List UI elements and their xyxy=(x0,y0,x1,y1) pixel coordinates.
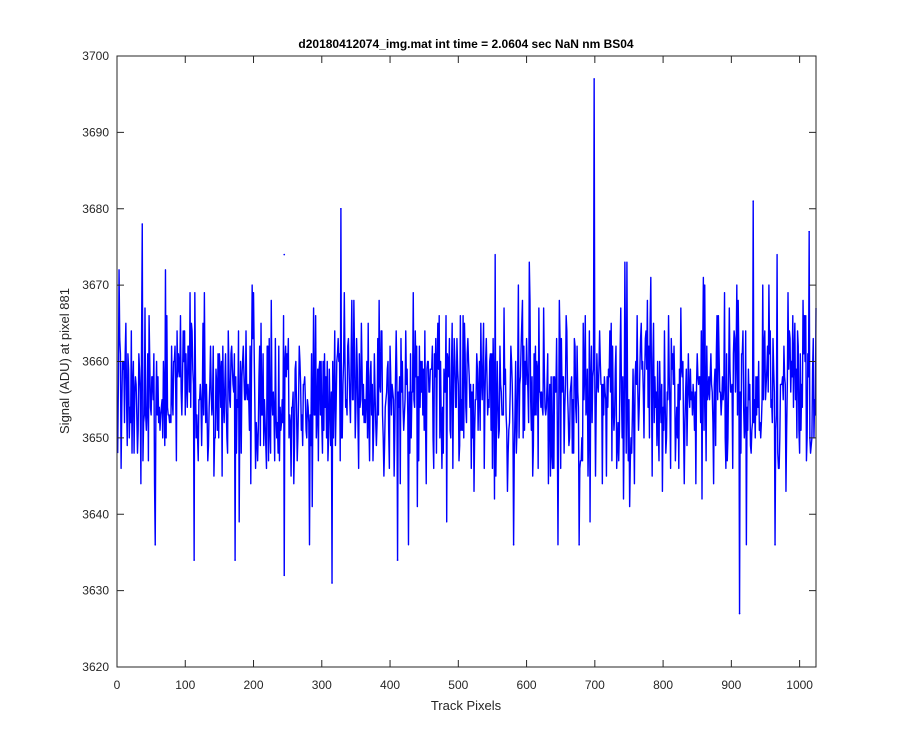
y-tick-label: 3670 xyxy=(82,278,109,292)
data-point-extreme xyxy=(331,582,333,584)
y-tick-label: 3640 xyxy=(82,507,109,521)
x-tick-label: 100 xyxy=(175,678,195,692)
data-point-extreme xyxy=(193,559,195,561)
y-axis: 3620 3630 3640 3650 3660 3670 3680 3690 3700 xyxy=(82,49,816,674)
data-point-extreme xyxy=(808,230,810,233)
y-tick-label: 3700 xyxy=(82,49,109,63)
x-tick-label: 700 xyxy=(585,678,605,692)
x-tick-label: 600 xyxy=(517,678,537,692)
data-point-extreme xyxy=(396,559,399,561)
x-tick-label: 400 xyxy=(380,678,400,692)
plot-area xyxy=(116,78,817,615)
data-point-extreme xyxy=(512,544,515,546)
chart-title: d20180412074_img.mat int time = 2.0604 s… xyxy=(298,37,634,51)
y-tick-label: 3660 xyxy=(82,355,109,369)
data-point-extreme xyxy=(141,223,144,225)
data-point-extreme xyxy=(593,78,595,80)
data-point-extreme xyxy=(154,544,157,546)
x-tick-label: 300 xyxy=(312,678,332,692)
x-tick-label: 900 xyxy=(721,678,741,692)
data-point-extreme xyxy=(283,253,286,256)
y-tick-label: 3650 xyxy=(82,431,109,445)
y-tick-label: 3690 xyxy=(82,125,109,139)
x-axis: 0 100 200 300 400 500 600 700 800 900 1000 xyxy=(114,56,813,692)
y-tick-label: 3680 xyxy=(82,202,109,216)
x-tick-label: 800 xyxy=(653,678,673,692)
y-tick-label: 3620 xyxy=(82,660,109,674)
data-point-extreme xyxy=(738,612,741,615)
y-axis-label: Signal (ADU) at pixel 881 xyxy=(57,288,72,434)
x-axis-label: Track Pixels xyxy=(431,698,502,713)
y-tick-label: 3630 xyxy=(82,584,109,598)
data-point-extreme xyxy=(578,544,580,546)
data-point-extreme xyxy=(234,559,236,561)
x-tick-label: 200 xyxy=(244,678,264,692)
data-point-extreme xyxy=(283,574,286,577)
data-point-extreme xyxy=(774,544,776,546)
x-tick-label: 500 xyxy=(448,678,468,692)
x-tick-label: 1000 xyxy=(786,678,813,692)
x-tick-label: 0 xyxy=(114,678,121,692)
data-point-extreme xyxy=(340,207,342,210)
series-line-0 xyxy=(116,78,817,615)
data-point-extreme xyxy=(752,200,754,202)
